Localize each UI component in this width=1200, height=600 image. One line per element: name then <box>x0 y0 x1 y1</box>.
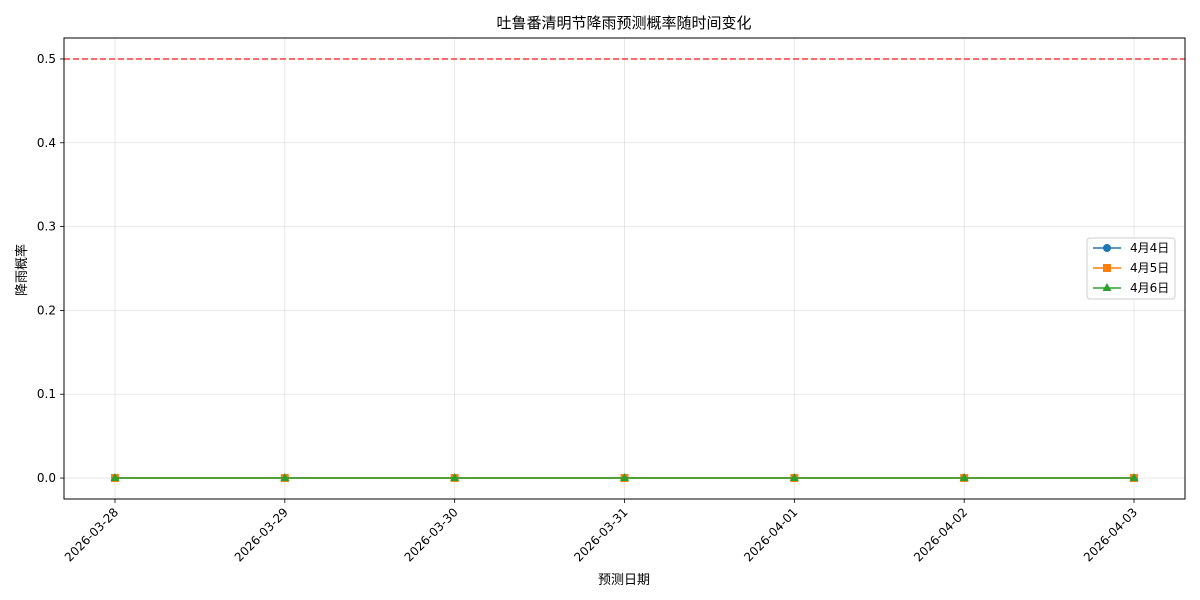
chart-title: 吐鲁番清明节降雨预测概率随时间变化 <box>496 14 751 32</box>
legend-label: 4月6日 <box>1130 281 1169 295</box>
y-tick-label: 0.2 <box>37 303 56 317</box>
y-tick-label: 0.5 <box>37 52 56 66</box>
y-axis-title: 降雨概率 <box>14 244 30 296</box>
data-point <box>450 473 460 482</box>
legend-marker <box>1103 264 1111 272</box>
legend-label: 4月5日 <box>1130 261 1169 275</box>
legend-label: 4月4日 <box>1130 241 1169 255</box>
x-axis-title: 预测日期 <box>598 573 650 588</box>
data-point <box>620 473 629 482</box>
series-3 <box>110 473 1139 482</box>
data-point <box>1129 473 1139 482</box>
data-point <box>280 473 290 482</box>
legend: 4月4日 4月5日 4月6日 <box>1086 237 1176 300</box>
y-tick-label: 0.4 <box>37 136 56 150</box>
legend-item: 4月4日 <box>1093 241 1169 255</box>
data-point <box>789 473 799 482</box>
legend-box <box>1086 237 1176 300</box>
data-point <box>110 473 120 482</box>
y-tick-label: 0.1 <box>37 387 56 401</box>
series-layer <box>110 473 1139 483</box>
y-tick-label: 0.0 <box>37 471 56 485</box>
data-point <box>959 473 969 482</box>
legend-item: 4月6日 <box>1093 281 1169 295</box>
legend-marker <box>1103 244 1111 252</box>
y-axis: 0.0 0.1 0.2 0.3 0.4 0.5 <box>37 52 64 485</box>
legend-marker <box>1102 283 1112 291</box>
y-tick-label: 0.3 <box>37 220 56 234</box>
legend-item: 4月5日 <box>1093 261 1169 275</box>
